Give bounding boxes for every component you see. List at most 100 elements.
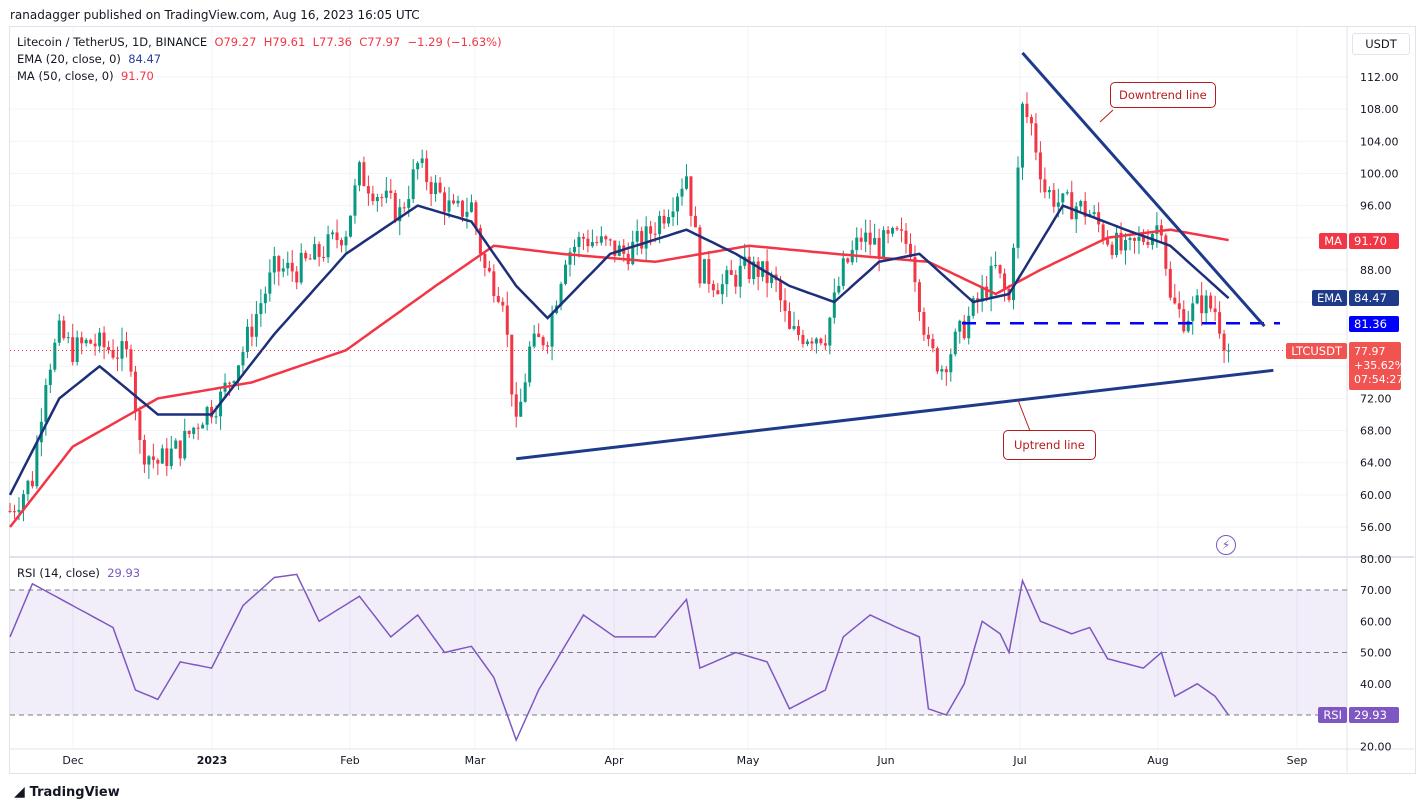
candle-body: [75, 337, 79, 363]
candle-body: [12, 511, 16, 513]
candle-body: [837, 285, 841, 293]
candle-body: [667, 217, 671, 224]
candle-body: [792, 326, 796, 329]
candle-body: [487, 267, 491, 272]
candle-body: [900, 229, 904, 231]
time-tick-label: Dec: [62, 754, 83, 767]
candle-body: [1115, 232, 1119, 256]
candle-body: [770, 274, 774, 284]
ema20-line: [8, 204, 1230, 496]
candle-body: [882, 230, 886, 258]
candle-body: [236, 365, 240, 382]
candle-body: [572, 246, 576, 253]
candle-body: [1119, 232, 1123, 251]
candle-body: [537, 333, 541, 338]
candle-body: [546, 345, 550, 347]
candle-body: [348, 215, 352, 237]
candle-body: [1173, 297, 1177, 304]
price-tick-label: 104.00: [1360, 135, 1399, 148]
candle-body: [326, 234, 330, 258]
candle-body: [21, 494, 25, 510]
candle-body: [1038, 152, 1042, 180]
candle-body: [886, 230, 890, 234]
candle-body: [210, 407, 214, 418]
candle-body: [841, 258, 845, 286]
candle-body: [496, 295, 500, 302]
uptrend-annotation[interactable]: Uptrend line: [1003, 430, 1096, 460]
candle-body: [196, 427, 200, 429]
candle-body: [519, 401, 523, 417]
candle-body: [156, 459, 160, 464]
candle-body: [823, 343, 827, 346]
candle-body: [366, 186, 370, 194]
candle-body: [662, 215, 666, 224]
low-value: L77.36: [312, 35, 352, 49]
downtrend-callout-pointer: [1099, 109, 1114, 123]
lightning-icon[interactable]: ⚡: [1216, 535, 1236, 555]
candle-body: [832, 292, 836, 318]
candle-body: [649, 226, 653, 234]
downtrend-annotation[interactable]: Downtrend line: [1110, 82, 1216, 108]
candle-body: [917, 282, 921, 312]
candle-body: [541, 337, 545, 346]
ema-tag-value: 84.47: [1349, 290, 1399, 306]
candle-body: [904, 230, 908, 244]
candle-body: [1061, 193, 1065, 203]
candle-body: [868, 232, 872, 245]
candle-body: [644, 226, 648, 249]
candle-body: [693, 215, 697, 228]
candle-body: [810, 341, 814, 344]
candle-body: [1200, 295, 1204, 314]
chart-frame[interactable]: [9, 26, 1416, 774]
candle-body: [743, 256, 747, 266]
candle-body: [1052, 190, 1056, 207]
candle-body: [147, 456, 151, 465]
candle-body: [344, 236, 348, 246]
candle-body: [48, 369, 52, 385]
candle-body: [1020, 103, 1024, 168]
candle-body: [940, 369, 944, 372]
price-tag-price: 77.97: [1354, 345, 1386, 358]
ema-value: 84.47: [128, 52, 162, 66]
candle-body: [1146, 241, 1150, 245]
candle-body: [169, 448, 173, 467]
candle-body: [1209, 295, 1213, 309]
candle-body: [102, 332, 106, 348]
candle-body: [922, 311, 926, 335]
candle-body: [335, 232, 339, 241]
candle-body: [980, 286, 984, 302]
candle-body: [1106, 239, 1110, 245]
candle-body: [514, 394, 518, 417]
candle-body: [201, 424, 205, 429]
candle-body: [971, 298, 975, 316]
logo-icon: ◢: [14, 784, 30, 800]
candle-body: [411, 169, 415, 200]
candle-body: [716, 290, 720, 295]
candle-body: [1227, 350, 1231, 352]
candle-body: [528, 346, 532, 383]
candle-body: [501, 301, 505, 306]
candle-body: [116, 357, 120, 359]
ma-tag-label: MA: [1319, 233, 1347, 249]
candle-body: [895, 227, 899, 230]
close-value: C77.97: [359, 35, 401, 49]
candle-body: [913, 257, 917, 283]
candle-body: [859, 237, 863, 242]
candle-body: [568, 252, 572, 265]
candle-body: [465, 211, 469, 217]
candle-body: [362, 162, 366, 187]
candle-body: [317, 244, 321, 257]
candle-body: [1070, 192, 1074, 220]
candle-body: [846, 258, 850, 263]
candle-body: [684, 176, 688, 189]
candle-body: [994, 264, 998, 266]
time-tick-label: Aug: [1147, 754, 1168, 767]
time-tick-label: Mar: [465, 754, 486, 767]
candle-body: [1034, 123, 1038, 153]
candle-body: [443, 192, 447, 212]
currency-button[interactable]: USDT: [1352, 33, 1410, 55]
candle-body: [510, 334, 514, 395]
candle-body: [1012, 247, 1016, 301]
candle-body: [429, 182, 433, 195]
